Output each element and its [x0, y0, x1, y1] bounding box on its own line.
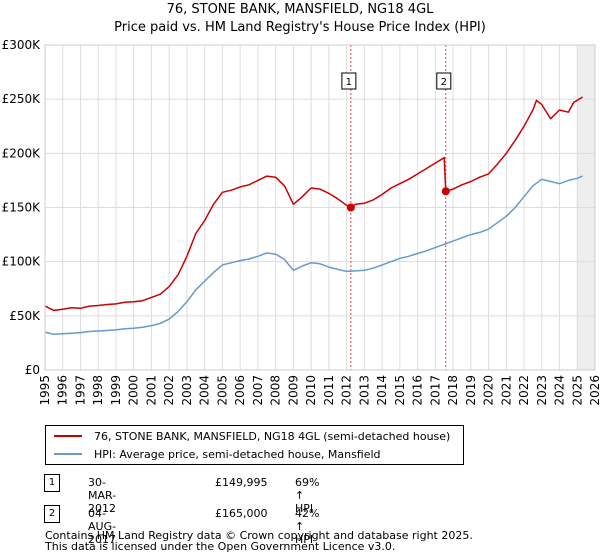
chart-subtitle: Price paid vs. HM Land Registry's House … [114, 20, 486, 35]
legend-item-property: 76, STONE BANK, MANSFIELD, NG18 4GL (sem… [54, 427, 450, 445]
x-tick-label: 2024 [553, 375, 567, 406]
legend-label-property: 76, STONE BANK, MANSFIELD, NG18 4GL (sem… [94, 429, 451, 443]
legend: 76, STONE BANK, MANSFIELD, NG18 4GL (sem… [45, 425, 464, 465]
x-tick-label: 2007 [251, 375, 265, 406]
x-tick-label: 2010 [304, 375, 318, 406]
footer: Contains HM Land Registry data © Crown c… [45, 530, 473, 552]
y-tick-label: £200K [2, 146, 42, 160]
sale-label-box [341, 72, 357, 90]
transaction-date: 30-MAR-2012 [88, 476, 117, 515]
transaction-price: £165,000 [215, 507, 268, 520]
sale-label-box [436, 72, 452, 90]
price-chart: 1 2 £0 £50K £100K £150K £200K £250K £300K 1995 19… [2, 38, 600, 406]
x-tick-label: 1998 [91, 375, 105, 406]
x-tick-label: 2008 [269, 375, 283, 406]
hpi-line [44, 175, 583, 336]
x-tick-label: 2000 [127, 375, 141, 406]
x-tick-label: 2025 [570, 375, 584, 406]
transaction-number: 1 [44, 474, 60, 492]
y-tick-label: £250K [2, 92, 42, 106]
sale-point [346, 203, 355, 212]
x-tick-label: 2019 [464, 375, 478, 406]
sale-point [441, 187, 450, 196]
legend-swatch-blue [54, 453, 82, 455]
x-tick-label: 2004 [198, 375, 212, 406]
x-tick-label: 2014 [375, 375, 389, 406]
chart-title: 76, STONE BANK, MANSFIELD, NG18 4GL [166, 2, 434, 17]
transaction-price: £149,995 [215, 476, 268, 489]
x-tick-label: 2002 [162, 375, 176, 406]
y-tick-label: £150K [2, 201, 42, 215]
x-tick-label: 2003 [180, 375, 194, 406]
sale-label: 1 [346, 77, 352, 88]
transaction-number: 2 [44, 505, 60, 523]
legend-swatch-red [54, 435, 82, 437]
x-tick-label: 2012 [340, 375, 354, 406]
x-tick-label: 2011 [322, 375, 336, 406]
y-tick-label: £50K [9, 309, 41, 323]
legend-item-hpi: HPI: Average price, semi-detached house,… [54, 445, 381, 463]
y-tick-label: £0 [25, 363, 40, 377]
x-tick-label: 2021 [499, 375, 513, 406]
x-tick-label: 2015 [393, 375, 407, 406]
plot-border [44, 44, 596, 371]
x-tick-label: 2016 [411, 375, 425, 406]
legend-label-hpi: HPI: Average price, semi-detached house,… [94, 447, 381, 461]
x-tick-label: 2023 [535, 375, 549, 406]
y-tick-label: £100K [2, 255, 42, 269]
x-tick-label: 1997 [73, 375, 87, 406]
x-tick-label: 1995 [38, 375, 52, 406]
y-tick-label: £300K [2, 38, 42, 52]
footer-license: This data is licensed under the Open Gov… [45, 540, 396, 553]
property-price-line [44, 96, 583, 312]
footer-copyright: Contains HM Land Registry data © Crown c… [45, 529, 473, 542]
x-tick-label: 1996 [56, 375, 70, 406]
x-tick-label: 2009 [286, 375, 300, 406]
x-tick-label: 2001 [144, 375, 158, 406]
x-tick-label: 2020 [482, 375, 496, 406]
transaction-hpi: 42% ↑ HPI [295, 507, 320, 546]
x-tick-label: 2005 [215, 375, 229, 406]
x-tick-label: 1999 [109, 375, 123, 406]
x-tick-label: 2017 [428, 375, 442, 406]
x-tick-label: 2006 [233, 375, 247, 406]
transaction-date: 04-AUG-2017 [88, 507, 117, 546]
x-tick-label: 2018 [446, 375, 460, 406]
x-tick-label: 2022 [517, 375, 531, 406]
x-tick-label: 2026 [588, 375, 600, 406]
sale-label: 2 [441, 77, 447, 88]
x-tick-label: 2013 [357, 375, 371, 406]
transaction-hpi: 69% ↑ HPI [295, 476, 320, 515]
